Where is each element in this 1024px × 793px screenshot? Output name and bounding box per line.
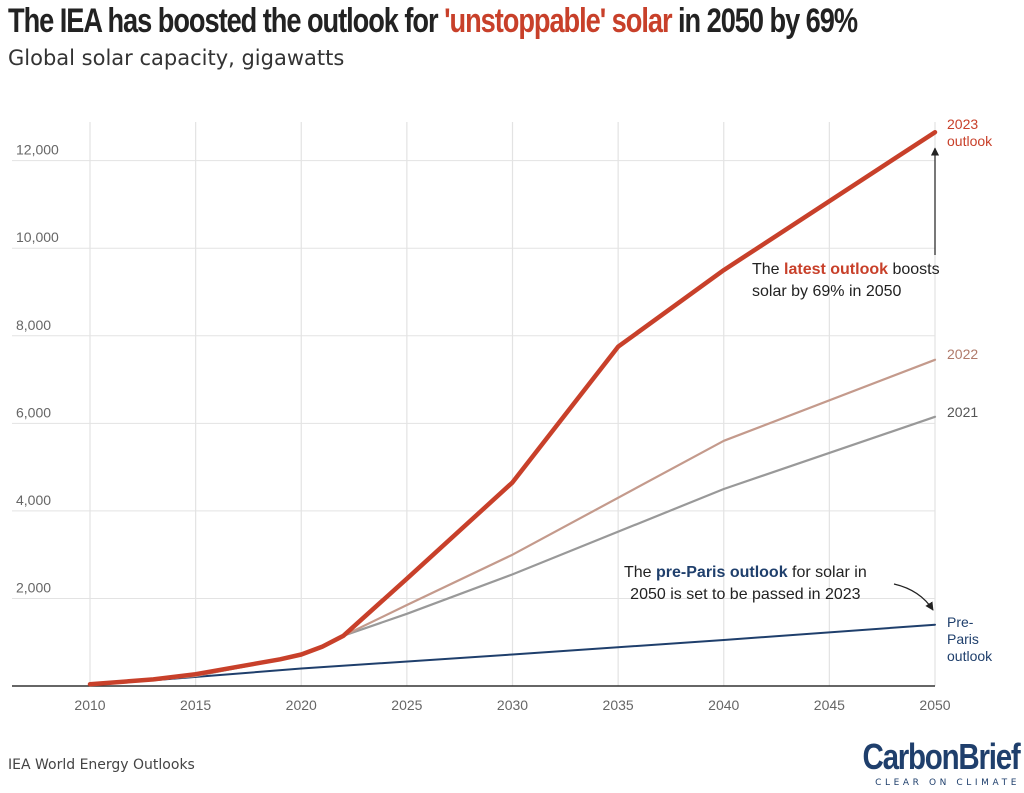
logo-wordmark: CarbonBrief (862, 736, 1021, 777)
title-suffix: in 2050 by 69% (671, 2, 858, 40)
annotation-pre-paris: The pre-Paris outlook for solar in 2050 … (624, 562, 867, 606)
series-end-label-outlook_2023: 2023 outlook (947, 116, 992, 150)
x-tick-label-2015: 2015 (180, 697, 211, 713)
series-line-outlook_2023 (87, 129, 938, 687)
y-tick-label-4000: 4,000 (16, 492, 51, 508)
series-end-label-outlook_2022: 2022 (947, 346, 978, 363)
x-tick-label-2035: 2035 (603, 697, 634, 713)
series-end-label-pre_paris: Pre- Paris outlook (947, 614, 992, 665)
annotation-pre-paris-highlight: pre-Paris outlook (656, 564, 788, 581)
series-end-label-line: 2023 (947, 116, 979, 132)
annotation-latest-highlight: latest outlook (784, 261, 889, 278)
logo-tagline: CLEAR ON CLIMATE (875, 778, 1020, 788)
y-tick-label-12000: 12,000 (16, 142, 59, 158)
x-tick-label-2030: 2030 (497, 697, 528, 713)
x-tick-label-2050: 2050 (919, 697, 950, 713)
y-tick-label-6000: 6,000 (16, 404, 51, 420)
title-prefix: The IEA has boosted the outlook for (8, 2, 445, 40)
series-end-label-outlook_2021: 2021 (947, 404, 978, 421)
annotation-latest-line2: solar by 69% in 2050 (752, 283, 902, 300)
annotation-latest-line1: The latest outlook boosts (752, 261, 940, 278)
x-tick-label-2025: 2025 (391, 697, 422, 713)
series-end-label-line: outlook (947, 133, 993, 149)
y-tick-label-8000: 8,000 (16, 317, 51, 333)
annotation-pre-paris-line2: 2050 is set to be passed in 2023 (630, 586, 861, 603)
x-tick-label-2020: 2020 (286, 697, 317, 713)
series-end-label-line: 2022 (947, 346, 979, 362)
series-end-label-line: Paris (947, 631, 979, 647)
chart-subtitle: Global solar capacity, gigawatts (8, 46, 345, 70)
source-note: IEA World Energy Outlooks (8, 757, 195, 773)
x-tick-label-2040: 2040 (708, 697, 739, 713)
chart-title: The IEA has boosted the outlook for 'uns… (8, 2, 858, 41)
carbonbrief-logo: CarbonBrief CLEAR ON CLIMATE (828, 736, 1021, 789)
series-end-label-line: 2021 (947, 404, 979, 420)
y-tick-label-2000: 2,000 (16, 579, 51, 595)
x-tick-label-2010: 2010 (74, 697, 105, 713)
series-end-label-line: outlook (947, 648, 993, 664)
y-tick-label-10000: 10,000 (16, 229, 59, 245)
x-tick-label-2045: 2045 (814, 697, 845, 713)
annotation-latest-outlook: The latest outlook boosts solar by 69% i… (752, 259, 940, 303)
title-highlight: 'unstoppable' solar (444, 2, 672, 40)
annotation-arrow-pre-paris (893, 583, 934, 611)
annotation-pre-paris-line1: The pre-Paris outlook for solar in (624, 564, 867, 581)
series-end-label-line: Pre- (947, 614, 974, 630)
